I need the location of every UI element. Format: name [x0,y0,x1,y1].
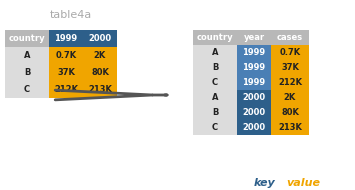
Bar [237,75,271,90]
Bar [5,81,49,98]
Text: 2K: 2K [94,51,106,60]
Bar [237,60,271,75]
Bar [193,105,237,120]
Text: 1999: 1999 [242,48,266,57]
Bar [5,30,49,47]
Text: C: C [212,123,218,132]
Bar [49,64,83,81]
Bar [193,30,237,45]
Text: B: B [212,108,218,117]
Text: 1999: 1999 [242,63,266,72]
Text: cases: cases [277,33,303,42]
Text: B: B [212,63,218,72]
Text: 213K: 213K [88,85,112,94]
Text: 80K: 80K [281,108,299,117]
Text: 80K: 80K [91,68,109,77]
Bar [237,120,271,135]
Bar [49,47,83,64]
Text: 2000: 2000 [242,93,266,102]
Bar [271,105,309,120]
Bar [83,81,117,98]
Text: 0.7K: 0.7K [55,51,77,60]
Bar [5,64,49,81]
Bar [271,60,309,75]
Text: A: A [212,93,218,102]
Text: 213K: 213K [278,123,302,132]
Bar [237,30,271,45]
Text: C: C [212,78,218,87]
Text: 2000: 2000 [242,123,266,132]
Text: country: country [9,34,45,43]
Text: 212K: 212K [278,78,302,87]
Text: B: B [24,68,30,77]
Text: 2000: 2000 [88,34,111,43]
Bar [83,47,117,64]
Bar [271,30,309,45]
Text: table4a: table4a [50,10,92,20]
Bar [271,90,309,105]
Bar [193,60,237,75]
Text: 2K: 2K [284,93,296,102]
Bar [193,45,237,60]
Text: A: A [212,48,218,57]
Text: 1999: 1999 [242,78,266,87]
Text: C: C [24,85,30,94]
Bar [271,45,309,60]
Bar [271,120,309,135]
Text: 2000: 2000 [242,108,266,117]
Bar [49,30,83,47]
Bar [193,120,237,135]
Bar [271,75,309,90]
Text: 0.7K: 0.7K [279,48,301,57]
Text: A: A [24,51,30,60]
Bar [83,64,117,81]
Text: 212K: 212K [54,85,78,94]
Bar [5,47,49,64]
Text: 37K: 37K [281,63,299,72]
Bar [237,45,271,60]
Bar [193,90,237,105]
Text: 37K: 37K [57,68,75,77]
Bar [193,75,237,90]
Text: year: year [244,33,264,42]
Bar [237,105,271,120]
Bar [83,30,117,47]
Bar [237,90,271,105]
Text: key: key [254,178,276,188]
Text: 1999: 1999 [54,34,77,43]
Bar [49,81,83,98]
Text: country: country [197,33,233,42]
Text: value: value [286,178,320,188]
